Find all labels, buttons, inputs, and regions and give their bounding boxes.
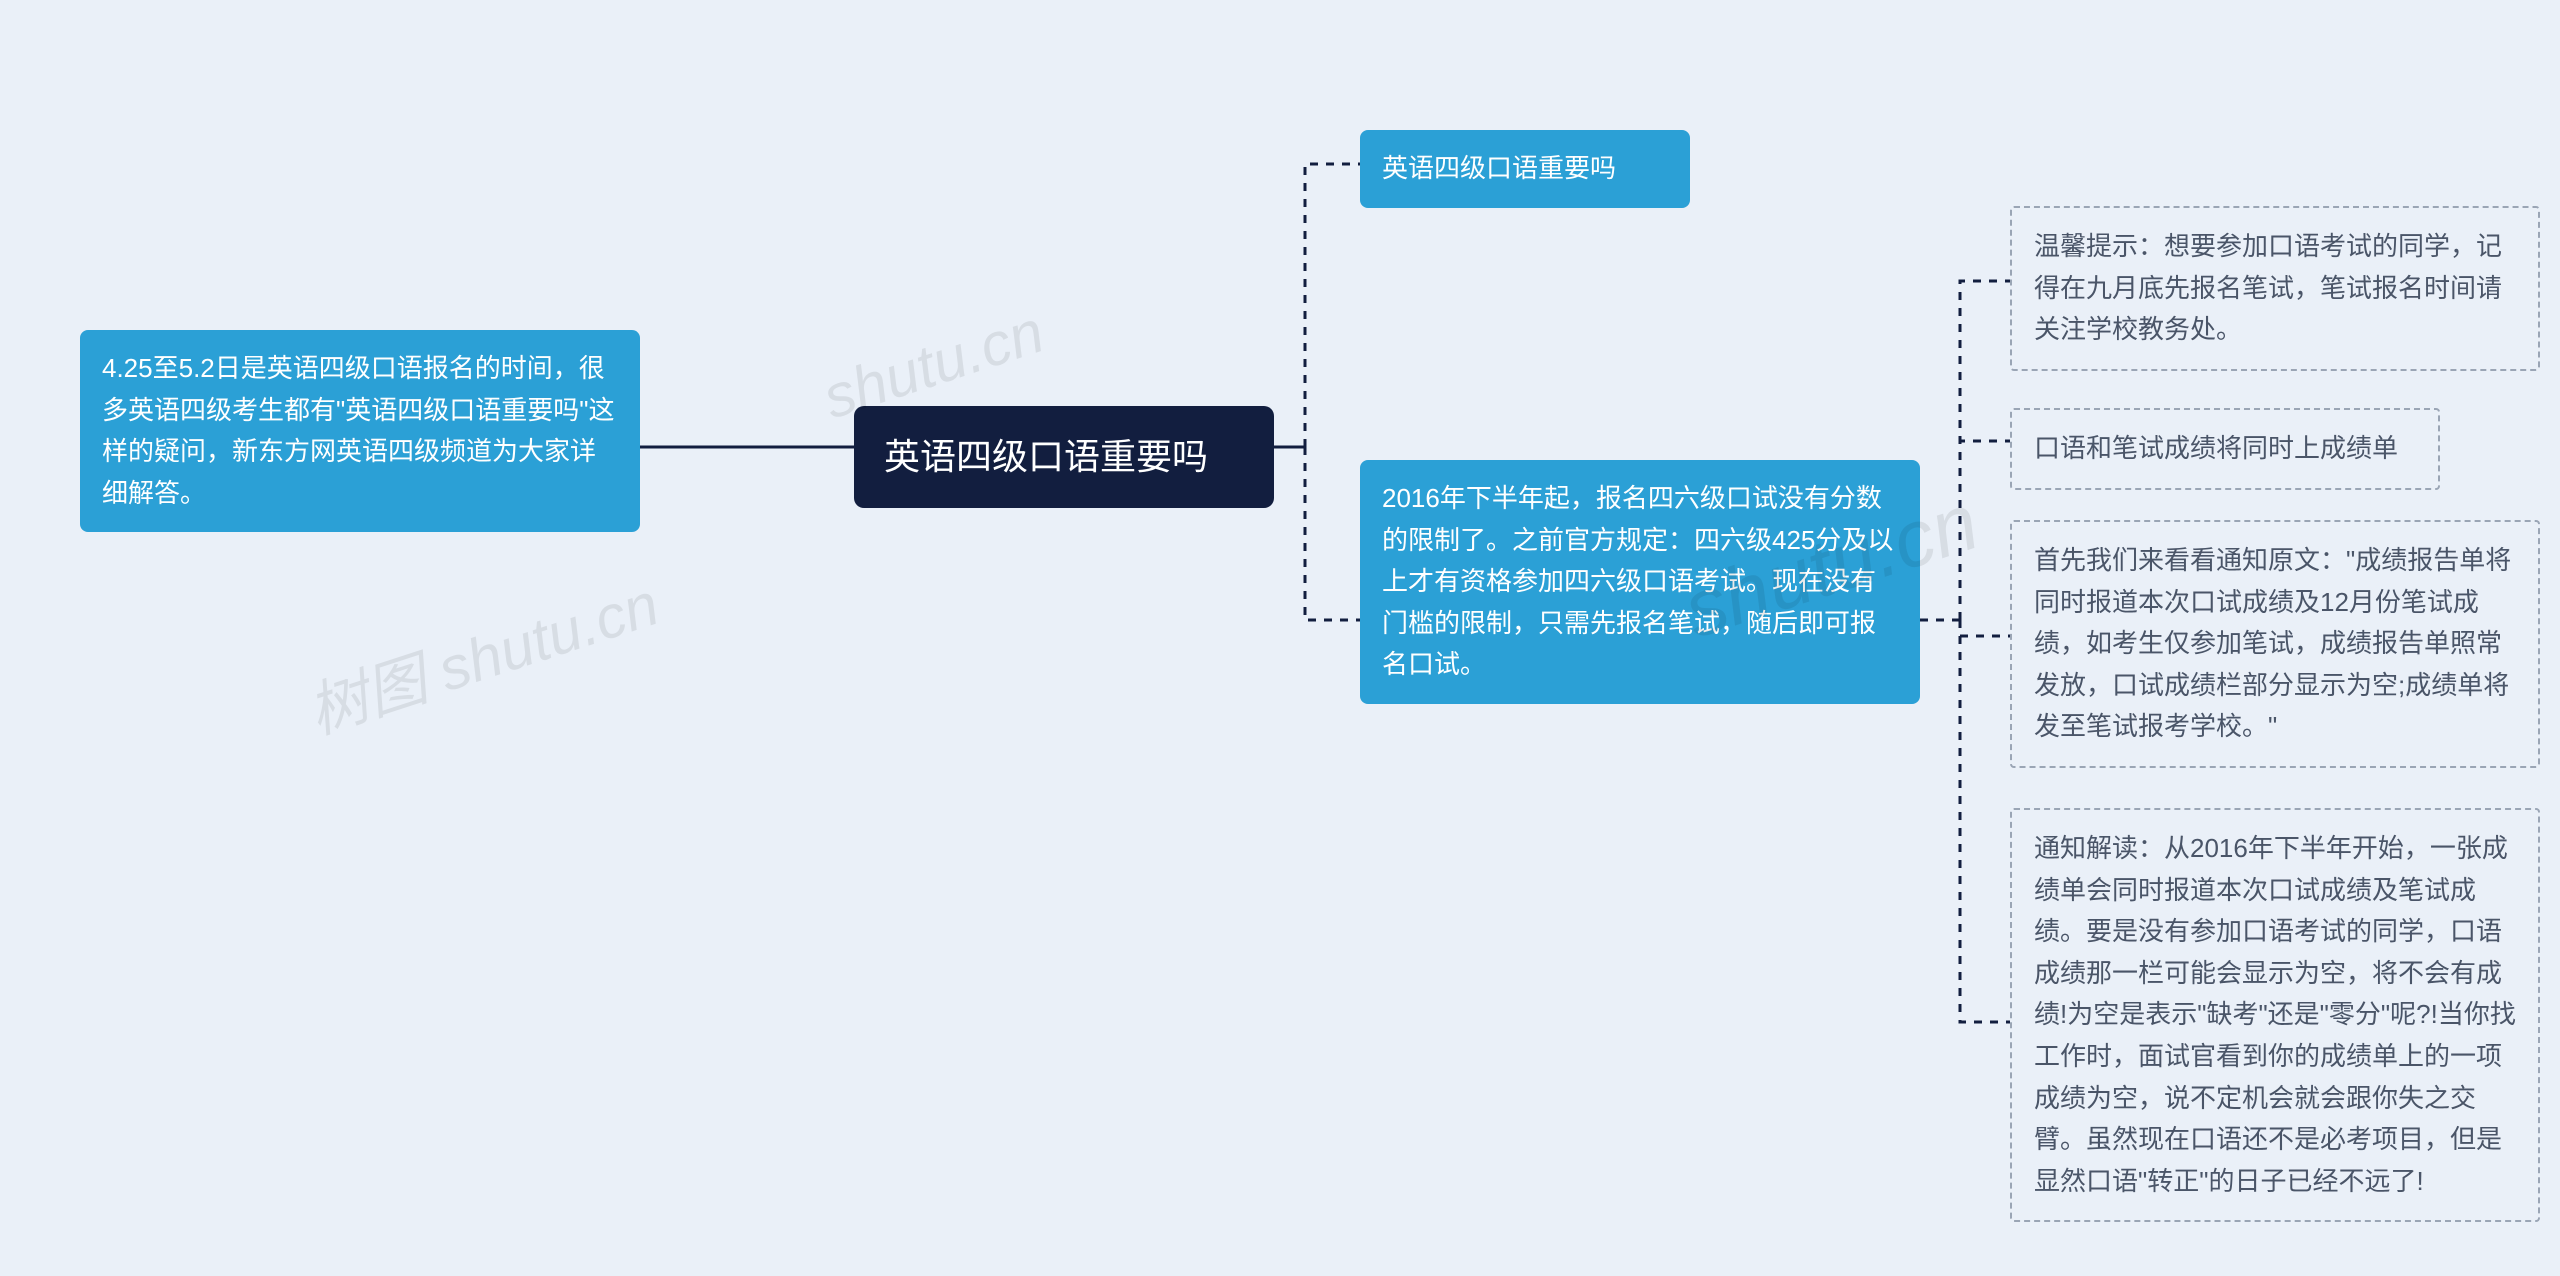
- detail-node-2: 口语和笔试成绩将同时上成绩单: [2010, 408, 2440, 490]
- root-text: 英语四级口语重要吗: [884, 436, 1208, 477]
- right-node-2-text: 2016年下半年起，报名四六级口试没有分数的限制了。之前官方规定：四六级425分…: [1382, 483, 1893, 679]
- right-node-1-text: 英语四级口语重要吗: [1382, 153, 1616, 183]
- detail-node-2-text: 口语和笔试成绩将同时上成绩单: [2034, 433, 2398, 463]
- right-node-1: 英语四级口语重要吗: [1360, 130, 1690, 208]
- detail-node-1-text: 温馨提示：想要参加口语考试的同学，记得在九月底先报名笔试，笔试报名时间请关注学校…: [2034, 231, 2502, 344]
- detail-node-4: 通知解读：从2016年下半年开始，一张成绩单会同时报道本次口试成绩及笔试成绩。要…: [2010, 808, 2540, 1222]
- right-node-2: 2016年下半年起，报名四六级口试没有分数的限制了。之前官方规定：四六级425分…: [1360, 460, 1920, 704]
- detail-node-3-text: 首先我们来看看通知原文："成绩报告单将同时报道本次口试成绩及12月份笔试成绩，如…: [2034, 545, 2511, 741]
- detail-node-4-text: 通知解读：从2016年下半年开始，一张成绩单会同时报道本次口试成绩及笔试成绩。要…: [2034, 833, 2516, 1196]
- left-intro-text: 4.25至5.2日是英语四级口语报名的时间，很多英语四级考生都有"英语四级口语重…: [102, 353, 614, 508]
- left-intro-node: 4.25至5.2日是英语四级口语报名的时间，很多英语四级考生都有"英语四级口语重…: [80, 330, 640, 532]
- detail-node-1: 温馨提示：想要参加口语考试的同学，记得在九月底先报名笔试，笔试报名时间请关注学校…: [2010, 206, 2540, 371]
- root-node: 英语四级口语重要吗: [854, 406, 1274, 508]
- watermark-1: 树图 shutu.cn: [295, 556, 668, 751]
- detail-node-3: 首先我们来看看通知原文："成绩报告单将同时报道本次口试成绩及12月份笔试成绩，如…: [2010, 520, 2540, 768]
